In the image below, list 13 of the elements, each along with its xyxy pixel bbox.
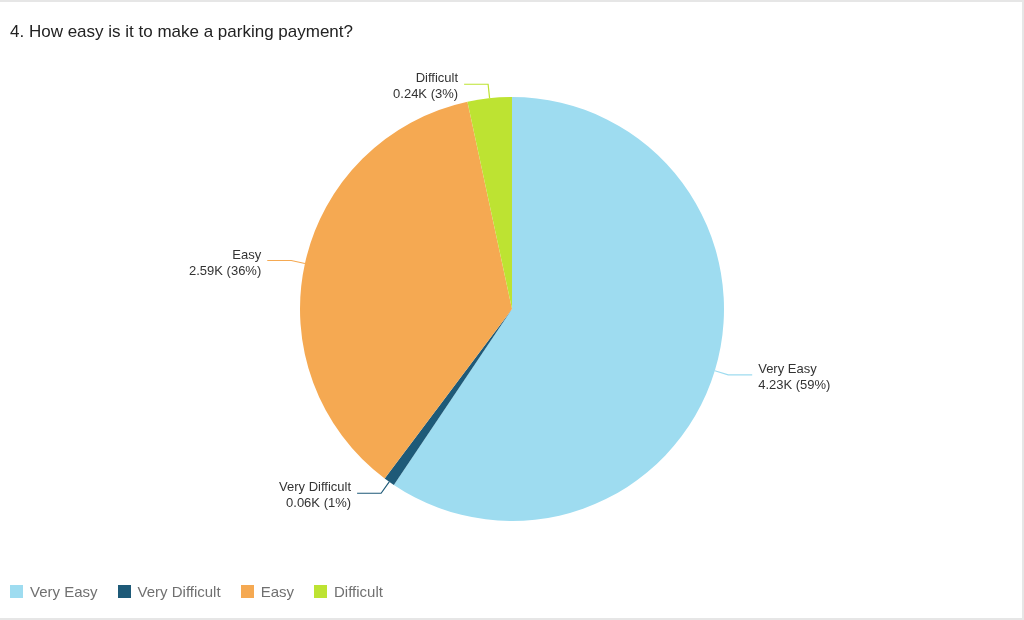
data-label: 0.06K (1%) [286, 495, 352, 511]
chart-title: 4. How easy is it to make a parking payment? [10, 22, 353, 42]
legend-label: Very Difficult [137, 583, 221, 600]
slice-label: Very Difficult [279, 479, 352, 495]
data-label: 2.59K (36%) [189, 262, 262, 278]
data-label: 0.24K (3%) [393, 86, 459, 102]
data-label: 4.23K (59%) [758, 376, 831, 392]
slice-label: Very Easy [758, 360, 818, 376]
legend-label: Easy [260, 583, 294, 600]
legend-label: Difficult [333, 583, 383, 600]
slice-label: Difficult [415, 70, 459, 86]
legend-label: Very Easy [30, 583, 98, 600]
slice-label: Easy [232, 246, 262, 262]
